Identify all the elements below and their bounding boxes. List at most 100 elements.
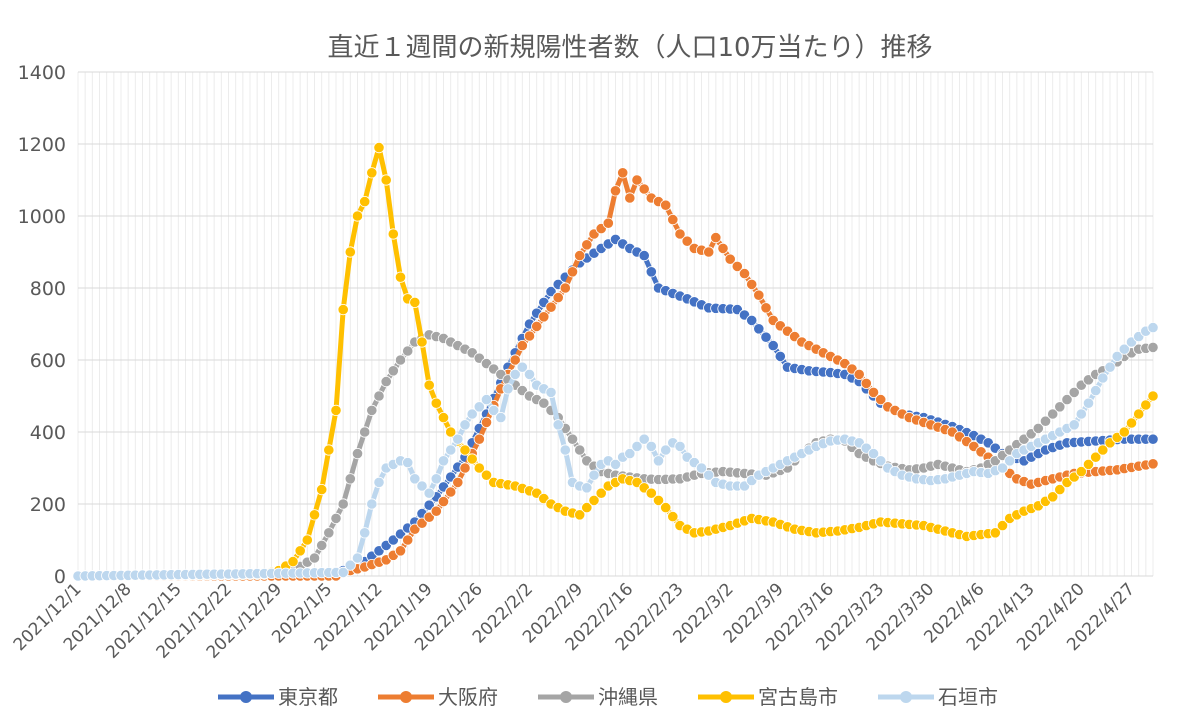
data-point <box>373 390 385 402</box>
data-point <box>867 447 880 460</box>
data-point <box>1140 399 1152 411</box>
data-point <box>638 183 650 195</box>
data-point <box>316 483 328 496</box>
data-point <box>875 393 887 406</box>
data-point <box>1147 433 1159 445</box>
data-point <box>631 174 643 186</box>
data-point <box>466 408 478 420</box>
data-point <box>1133 408 1145 420</box>
data-point <box>416 480 428 492</box>
data-point <box>695 462 708 474</box>
data-point <box>631 440 643 452</box>
data-point <box>638 433 650 445</box>
data-point <box>674 228 686 240</box>
data-point <box>402 345 414 357</box>
data-point <box>344 246 356 258</box>
data-point <box>459 462 471 474</box>
chart-title: 直近１週間の新規陽性者数（人口10万当たり）推移 <box>327 33 932 63</box>
data-point <box>301 534 313 546</box>
data-point <box>724 253 736 265</box>
data-point <box>574 250 586 262</box>
data-point <box>373 142 385 154</box>
data-point <box>366 167 378 179</box>
data-point <box>430 505 442 517</box>
data-point <box>746 278 758 290</box>
data-point <box>645 487 657 499</box>
data-point <box>1104 361 1116 373</box>
data-point <box>1097 444 1109 456</box>
data-point <box>308 509 321 521</box>
data-point <box>717 242 729 254</box>
data-point <box>602 217 614 229</box>
legend-marker <box>240 691 252 703</box>
data-point <box>308 552 321 564</box>
data-point <box>337 566 349 579</box>
data-point <box>359 527 371 539</box>
data-point <box>316 539 328 552</box>
data-point <box>516 361 528 373</box>
data-point <box>738 267 751 280</box>
data-point <box>1075 408 1087 420</box>
data-point <box>359 426 371 438</box>
y-tick-label: 200 <box>30 494 66 516</box>
data-point <box>394 354 407 366</box>
data-point <box>409 523 421 535</box>
data-point <box>394 528 407 540</box>
data-point <box>423 379 435 391</box>
data-point <box>746 314 758 326</box>
data-point <box>617 167 629 179</box>
data-point <box>1032 422 1044 434</box>
data-point <box>559 282 571 294</box>
data-point <box>1068 419 1080 431</box>
data-point <box>581 501 593 514</box>
data-point <box>559 444 571 456</box>
legend-label: 宮古島市 <box>758 685 838 709</box>
data-point <box>416 336 428 348</box>
data-point <box>502 383 514 395</box>
data-point <box>1118 343 1130 355</box>
data-point <box>387 365 399 377</box>
data-point <box>860 377 872 389</box>
legend-item: 東京都 <box>218 685 338 709</box>
data-point <box>1047 408 1059 420</box>
data-point <box>545 301 557 313</box>
data-point <box>387 228 399 240</box>
legend-label: 東京都 <box>278 685 338 709</box>
data-point <box>366 404 378 416</box>
data-point <box>1147 321 1159 334</box>
data-point <box>416 517 428 529</box>
data-point <box>387 534 399 546</box>
data-point <box>516 339 528 352</box>
data-point <box>445 426 457 438</box>
data-point <box>660 501 672 514</box>
data-point <box>609 185 622 197</box>
data-point <box>445 486 457 498</box>
y-tick-label: 1000 <box>18 206 66 228</box>
data-point <box>609 458 622 470</box>
data-point <box>1082 458 1095 470</box>
data-point <box>394 545 407 557</box>
y-tick-label: 1400 <box>18 62 66 84</box>
data-point <box>488 404 500 416</box>
data-point <box>588 469 600 481</box>
data-point <box>566 266 579 278</box>
data-point <box>373 476 385 488</box>
data-point <box>581 482 593 494</box>
data-point <box>552 419 564 431</box>
grid <box>77 71 1154 577</box>
data-point <box>351 447 364 460</box>
legend-label: 大阪府 <box>438 685 498 709</box>
y-tick-label: 600 <box>30 350 66 372</box>
y-axis: 0 200 400 600 800 1000 1200 1400 <box>18 62 66 588</box>
data-point <box>423 511 435 523</box>
data-point <box>660 199 672 211</box>
series-5 <box>72 321 1159 582</box>
data-point <box>574 444 586 456</box>
data-point <box>538 311 550 323</box>
data-point <box>774 350 786 362</box>
data-point <box>652 494 665 506</box>
y-tick-label: 800 <box>30 278 66 300</box>
data-point <box>753 323 765 335</box>
data-point <box>566 433 579 445</box>
data-point <box>1111 350 1123 362</box>
